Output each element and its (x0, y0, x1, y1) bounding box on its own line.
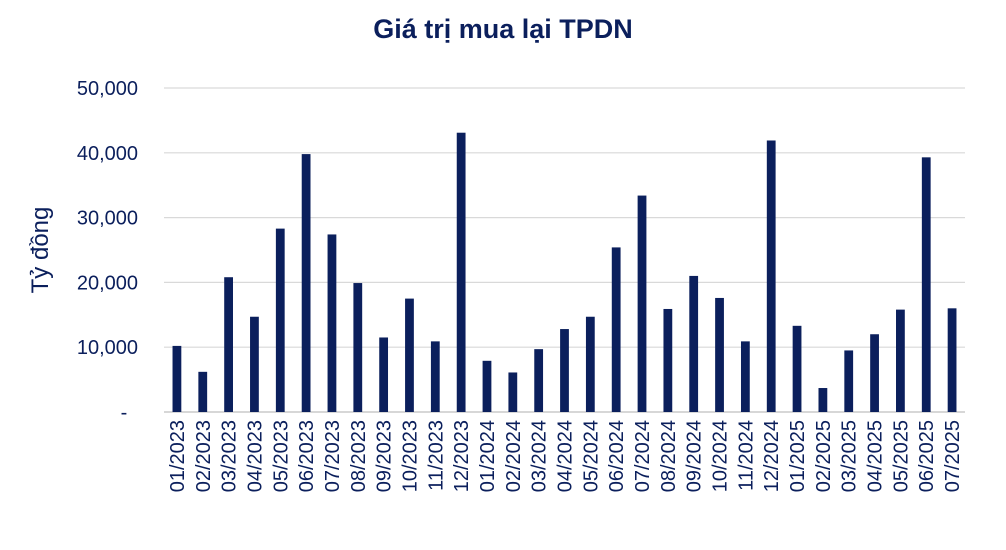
bar (870, 334, 879, 412)
x-tick-label: 07/2024 (632, 420, 654, 492)
bar (482, 360, 492, 412)
x-tick-label: 07/2023 (322, 420, 344, 492)
bar (224, 277, 233, 412)
chart-title: Giá trị mua lại TPDN (373, 14, 633, 44)
x-tick-label: 04/2024 (555, 420, 577, 492)
x-tick-label: 01/2023 (167, 420, 189, 492)
x-tick-label: 10/2023 (399, 420, 421, 492)
bar (198, 371, 208, 412)
bar (301, 154, 311, 412)
x-tick-label: 01/2025 (787, 420, 809, 492)
bar (250, 316, 259, 412)
x-tick-label: 09/2023 (374, 420, 396, 492)
y-tick-label: 20,000 (77, 272, 138, 294)
bar (740, 341, 750, 412)
bar (715, 297, 724, 412)
bar (637, 195, 647, 412)
bar (792, 325, 802, 412)
y-tick-label: 30,000 (77, 208, 138, 230)
bar (663, 308, 673, 412)
x-tick-label: 05/2023 (270, 420, 292, 492)
x-tick-label: 11/2024 (735, 420, 757, 491)
bar (689, 275, 699, 412)
bar (275, 228, 285, 412)
x-axis-ticks: 01/2023 02/2023 03/2023 04/2023 05/2023 06/20… (167, 420, 964, 492)
bar (430, 341, 440, 412)
y-axis-label: Tỷ đồng (27, 207, 54, 294)
bar (508, 372, 518, 412)
x-tick-label: 01/2024 (477, 420, 499, 492)
bar (947, 308, 957, 412)
x-tick-label: 08/2024 (658, 420, 680, 492)
y-tick-label: 50,000 (77, 78, 138, 100)
bar (766, 140, 776, 412)
x-tick-label: 07/2025 (942, 420, 964, 492)
y-tick-label: 10,000 (77, 337, 138, 359)
y-tick-label: - (121, 402, 128, 424)
x-tick-label: 06/2024 (606, 420, 628, 492)
x-tick-label: 03/2024 (529, 420, 551, 492)
bars (172, 132, 957, 412)
x-tick-label: 02/2025 (813, 420, 835, 492)
bar (379, 337, 389, 412)
x-tick-label: 08/2023 (348, 420, 370, 492)
x-tick-label: 06/2023 (296, 420, 318, 492)
bar (353, 283, 363, 412)
x-tick-label: 10/2024 (710, 420, 732, 492)
bar (611, 247, 621, 412)
bar (456, 132, 466, 412)
bar (534, 349, 544, 412)
bar (172, 345, 182, 412)
x-tick-label: 05/2025 (890, 420, 912, 492)
bar (405, 298, 414, 412)
x-tick-label: 09/2024 (684, 420, 706, 492)
x-tick-label: 12/2023 (451, 420, 473, 492)
x-tick-label: 11/2023 (425, 420, 447, 491)
x-tick-label: 04/2023 (244, 420, 266, 492)
bar (585, 316, 595, 412)
y-tick-label: 40,000 (77, 143, 138, 165)
bar (921, 157, 931, 412)
x-tick-label: 02/2023 (193, 420, 215, 492)
bar (818, 388, 828, 412)
x-tick-label: 12/2024 (761, 420, 783, 492)
bar (327, 234, 337, 412)
x-tick-label: 04/2025 (865, 420, 887, 492)
bar (844, 350, 854, 412)
x-tick-label: 03/2023 (219, 420, 241, 492)
x-tick-label: 05/2024 (580, 420, 602, 492)
bar (896, 309, 905, 412)
x-tick-label: 03/2025 (839, 420, 861, 492)
x-tick-label: 02/2024 (503, 420, 525, 492)
x-tick-label: 06/2025 (916, 420, 938, 492)
y-axis-ticks: - 10,000 20,000 30,000 40,000 50,000 (77, 78, 138, 424)
bar (560, 329, 569, 412)
